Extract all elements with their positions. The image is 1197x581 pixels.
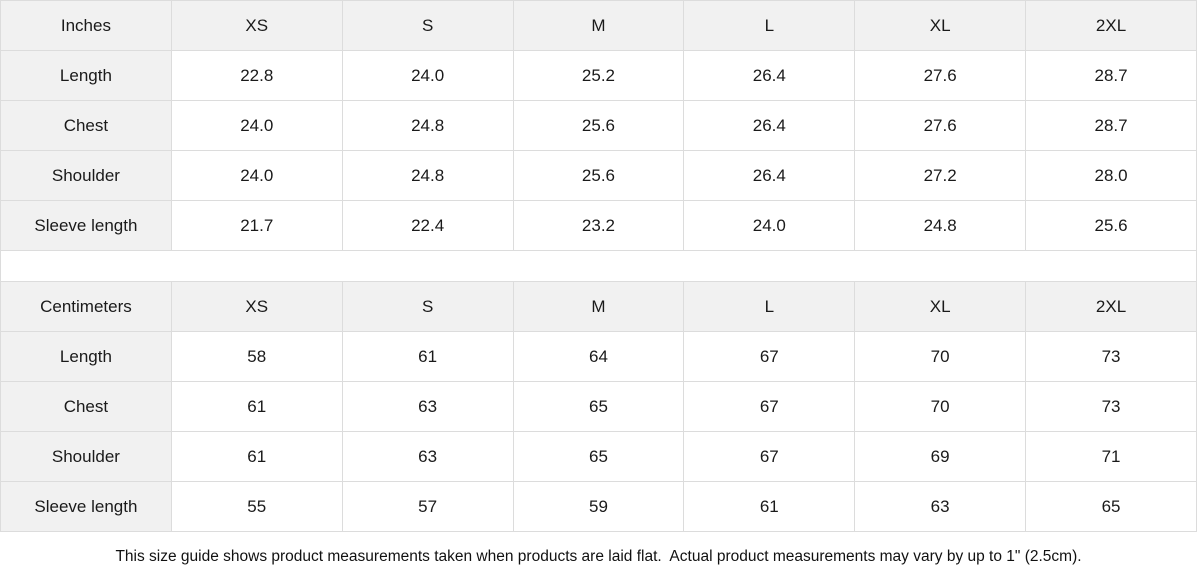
- value-cell: 27.6: [854, 50, 1027, 101]
- value-cell: 26.4: [683, 150, 856, 201]
- size-header-cell: XL: [854, 281, 1027, 332]
- value-cell: 61: [683, 481, 856, 532]
- size-header-cell: 2XL: [1025, 281, 1197, 332]
- table-row: Chest 61 63 65 67 70 73: [0, 381, 1197, 432]
- size-header-cell: 2XL: [1025, 0, 1197, 51]
- row-label-cell: Length: [0, 50, 172, 101]
- value-cell: 26.4: [683, 100, 856, 151]
- value-cell: 26.4: [683, 50, 856, 101]
- value-cell: 57: [341, 481, 514, 532]
- size-header-cell: XS: [170, 0, 343, 51]
- size-header-cell: L: [683, 281, 856, 332]
- centimeters-table: Centimeters XS S M L XL 2XL Length 58 61…: [0, 281, 1197, 532]
- value-cell: 61: [170, 381, 343, 432]
- value-cell: 25.6: [512, 150, 685, 201]
- table-spacer: [0, 251, 1197, 281]
- row-label-cell: Shoulder: [0, 431, 172, 482]
- size-header-cell: XS: [170, 281, 343, 332]
- value-cell: 22.4: [341, 200, 514, 251]
- size-header-cell: M: [512, 0, 685, 51]
- value-cell: 28.7: [1025, 100, 1197, 151]
- value-cell: 65: [512, 431, 685, 482]
- value-cell: 28.0: [1025, 150, 1197, 201]
- table-row: Shoulder 61 63 65 67 69 71: [0, 431, 1197, 482]
- inches-table: Inches XS S M L XL 2XL Length 22.8 24.0 …: [0, 0, 1197, 251]
- value-cell: 24.8: [341, 150, 514, 201]
- value-cell: 64: [512, 331, 685, 382]
- value-cell: 67: [683, 431, 856, 482]
- value-cell: 21.7: [170, 200, 343, 251]
- value-cell: 24.0: [170, 100, 343, 151]
- value-cell: 73: [1025, 331, 1197, 382]
- value-cell: 23.2: [512, 200, 685, 251]
- row-label-cell: Shoulder: [0, 150, 172, 201]
- value-cell: 22.8: [170, 50, 343, 101]
- value-cell: 63: [341, 431, 514, 482]
- value-cell: 69: [854, 431, 1027, 482]
- table-row: Sleeve length 55 57 59 61 63 65: [0, 481, 1197, 532]
- value-cell: 24.0: [683, 200, 856, 251]
- size-header-cell: M: [512, 281, 685, 332]
- row-label-cell: Chest: [0, 100, 172, 151]
- value-cell: 65: [512, 381, 685, 432]
- size-header-cell: S: [341, 0, 514, 51]
- size-guide-note: This size guide shows product measuremen…: [0, 532, 1197, 581]
- table-row: Shoulder 24.0 24.8 25.6 26.4 27.2 28.0: [0, 150, 1197, 201]
- row-label-cell: Length: [0, 331, 172, 382]
- value-cell: 25.6: [1025, 200, 1197, 251]
- value-cell: 67: [683, 381, 856, 432]
- value-cell: 24.0: [170, 150, 343, 201]
- value-cell: 70: [854, 381, 1027, 432]
- value-cell: 27.2: [854, 150, 1027, 201]
- size-header-cell: L: [683, 0, 856, 51]
- table-row: Length 22.8 24.0 25.2 26.4 27.6 28.7: [0, 50, 1197, 101]
- table-row: Length 58 61 64 67 70 73: [0, 331, 1197, 382]
- value-cell: 71: [1025, 431, 1197, 482]
- value-cell: 67: [683, 331, 856, 382]
- unit-header-cell: Centimeters: [0, 281, 172, 332]
- value-cell: 70: [854, 331, 1027, 382]
- value-cell: 73: [1025, 381, 1197, 432]
- row-label-cell: Chest: [0, 381, 172, 432]
- value-cell: 24.8: [341, 100, 514, 151]
- value-cell: 25.6: [512, 100, 685, 151]
- size-header-cell: S: [341, 281, 514, 332]
- value-cell: 24.8: [854, 200, 1027, 251]
- value-cell: 25.2: [512, 50, 685, 101]
- unit-header-cell: Inches: [0, 0, 172, 51]
- header-row: Inches XS S M L XL 2XL: [0, 0, 1197, 51]
- value-cell: 61: [341, 331, 514, 382]
- table-row: Sleeve length 21.7 22.4 23.2 24.0 24.8 2…: [0, 200, 1197, 251]
- value-cell: 63: [341, 381, 514, 432]
- value-cell: 65: [1025, 481, 1197, 532]
- row-label-cell: Sleeve length: [0, 481, 172, 532]
- value-cell: 59: [512, 481, 685, 532]
- row-label-cell: Sleeve length: [0, 200, 172, 251]
- value-cell: 58: [170, 331, 343, 382]
- value-cell: 55: [170, 481, 343, 532]
- value-cell: 61: [170, 431, 343, 482]
- value-cell: 28.7: [1025, 50, 1197, 101]
- table-row: Chest 24.0 24.8 25.6 26.4 27.6 28.7: [0, 100, 1197, 151]
- value-cell: 24.0: [341, 50, 514, 101]
- size-header-cell: XL: [854, 0, 1027, 51]
- value-cell: 27.6: [854, 100, 1027, 151]
- value-cell: 63: [854, 481, 1027, 532]
- header-row: Centimeters XS S M L XL 2XL: [0, 281, 1197, 332]
